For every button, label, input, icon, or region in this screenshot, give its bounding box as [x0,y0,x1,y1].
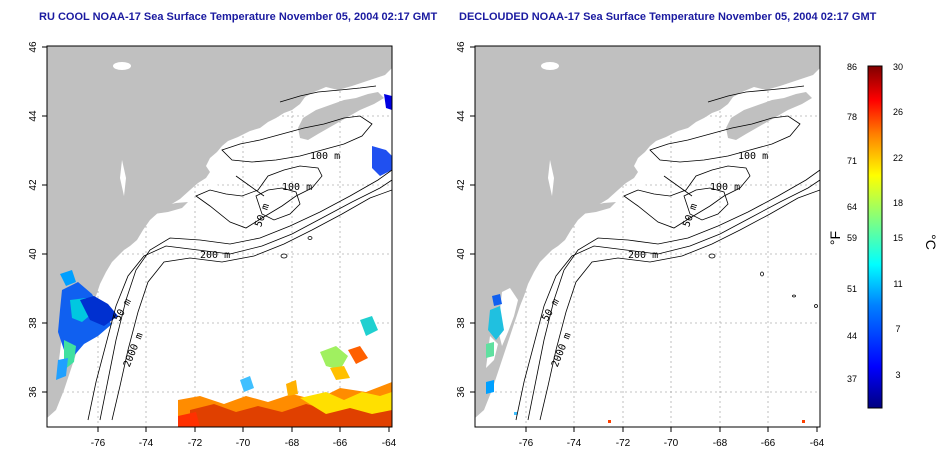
celsius-tick-label: 15 [893,233,903,243]
contour-label: 100 m [710,182,740,193]
lat-tick-label: 44 [456,110,467,122]
lake [120,160,126,196]
lon-tick-label: -72 [188,438,203,449]
map-frame [474,45,821,428]
lat-tick-label: 46 [28,41,39,53]
long-island-land [150,202,188,214]
lat-tick-label: 42 [28,179,39,191]
fahrenheit-tick-label: 37 [847,374,857,384]
north-america-land [475,46,820,418]
lon-tick-label: -76 [91,438,106,449]
celsius-tick-label: 26 [893,107,903,117]
celsius-tick-label: 7 [895,324,900,334]
lon-tick-label: -72 [616,438,631,449]
celsius-tick-label: 11 [893,279,902,289]
celsius-tick-label: 18 [893,198,903,208]
lon-tick-label: -74 [567,438,582,449]
lon-tick-label: -66 [333,438,348,449]
latitude-tick-labels: 46 44 42 40 38 36 [28,41,39,398]
fahrenheit-tick-label: 78 [847,112,857,122]
fahrenheit-tick-label: 51 [847,284,857,294]
fahrenheit-tick-label: 44 [847,331,857,341]
contour-label: 200 m [200,250,230,261]
right-panel-title: DECLOUDED NOAA-17 Sea Surface Temperatur… [459,11,877,23]
lake [548,160,554,196]
axis-ticks [470,46,818,432]
map-frame [46,45,393,428]
lon-tick-label: -76 [519,438,534,449]
fahrenheit-tick-label: 71 [847,156,857,166]
lon-tick-label: -68 [713,438,728,449]
temperature-colorbar: 86 78 71 64 59 51 44 37 30 26 22 18 15 1… [827,62,939,409]
axis-ticks [42,46,390,432]
lat-tick-label: 38 [28,317,39,329]
lon-tick-label: -74 [139,438,154,449]
long-island-land [578,202,616,214]
lon-tick-label: -64 [382,438,397,449]
sst-data-patches [486,294,805,423]
lat-tick-label: 36 [28,386,39,398]
longitude-tick-labels: -76 -74 -72 -70 -68 -66 -64 [519,438,825,449]
cape-cod-land [636,172,646,192]
lon-tick-label: -64 [810,438,825,449]
lake [113,62,131,70]
left-panel-title: RU COOL NOAA-17 Sea Surface Temperature … [39,11,438,23]
bathymetry-contours [515,85,820,421]
celsius-tick-label: 22 [893,153,903,163]
lake [541,62,559,70]
contour-label: 100 m [310,151,340,162]
latitude-tick-labels: 46 44 42 40 38 36 [456,41,467,398]
colorbar-gradient [867,65,883,409]
lon-tick-label: -70 [236,438,251,449]
sst-data-patches [56,94,392,427]
longitude-tick-labels: -76 -74 -72 -70 -68 -66 -64 [91,438,397,449]
fahrenheit-tick-label: 86 [847,62,857,72]
celsius-ticks: 30 26 22 18 15 11 7 3 [893,62,903,380]
lon-tick-label: -68 [285,438,300,449]
nova-scotia-land [298,92,384,140]
right-map-panel: 100 m 100 m 50 m 200 m 50 m 2000 m -76 -… [456,41,825,449]
celsius-tick-label: 30 [893,62,903,72]
celsius-tick-label: 3 [895,370,900,380]
lat-tick-label: 38 [456,317,467,329]
contour-label: 100 m [282,182,312,193]
lat-tick-label: 44 [28,110,39,122]
north-america-land [47,46,392,418]
lon-tick-label: -66 [761,438,776,449]
fahrenheit-ticks: 86 78 71 64 59 51 44 37 [847,62,857,384]
fahrenheit-tick-label: 59 [847,233,857,243]
contour-label: 200 m [628,250,658,261]
lat-tick-label: 36 [456,386,467,398]
lat-tick-label: 40 [28,248,39,260]
lon-tick-label: -70 [664,438,679,449]
fahrenheit-unit-label: °F [827,231,843,245]
fahrenheit-tick-label: 64 [847,202,857,212]
lat-tick-label: 42 [456,179,467,191]
lat-tick-label: 46 [456,41,467,53]
nova-scotia-land [726,92,812,140]
bathymetry-contours [87,85,392,421]
celsius-unit-label: °C [923,234,939,250]
left-map-panel: 100 m 100 m 50 m 200 m 50 m 2000 m -76 -… [28,41,397,449]
contour-label: 100 m [738,151,768,162]
chesapeake-bay [498,288,518,346]
lat-tick-label: 40 [456,248,467,260]
cape-cod-land [208,172,218,192]
